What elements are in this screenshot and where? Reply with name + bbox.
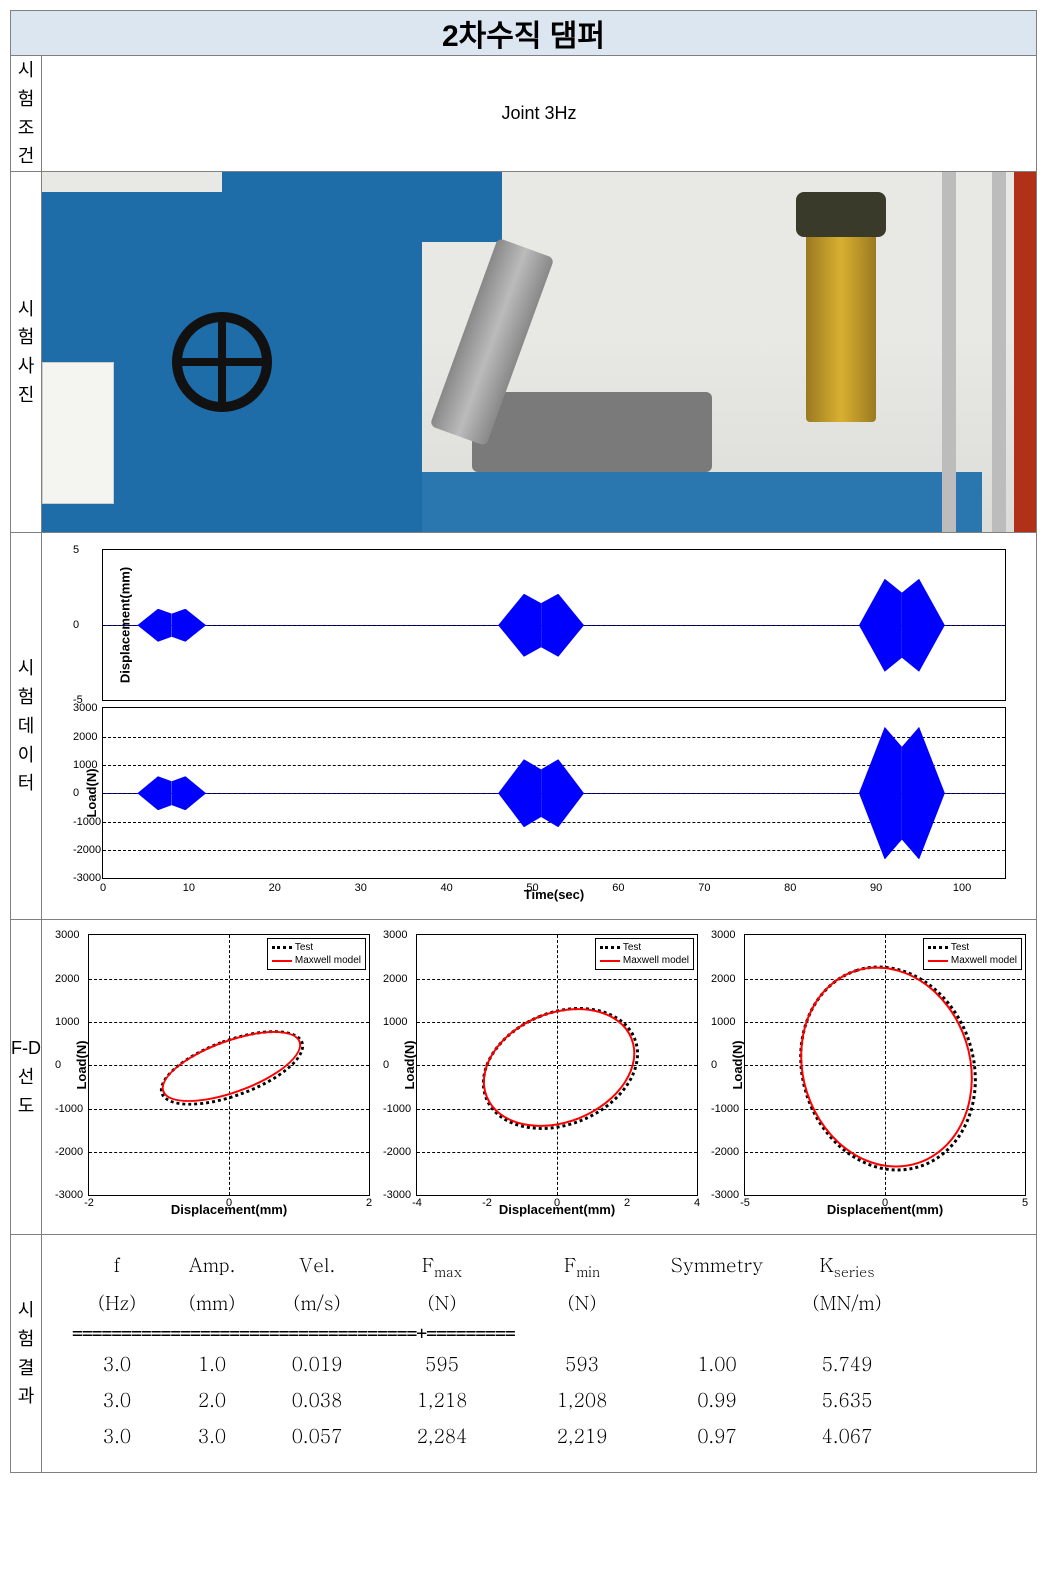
legend: TestMaxwell model [923,938,1022,970]
label-data-text: 시험 데이터 [18,658,35,793]
unit-f: (Hz) [72,1285,162,1321]
handwheel-icon [172,312,272,412]
signal-burst [902,727,945,860]
test-photo [42,172,1036,532]
actuator [806,222,876,422]
legend: TestMaxwell model [267,938,366,970]
fd-chart-3: -3000-2000-10000100020003000-505Load(N)D… [744,934,1026,1196]
result-header-1: f Amp. Vel. Fmax Fmin Symmetry Kseries [72,1247,1006,1284]
hdr-fmax: Fmax [372,1247,512,1284]
hdr-fmax-sym: F [422,1251,434,1278]
result-table: f Amp. Vel. Fmax Fmin Symmetry Kseries (… [42,1235,1036,1472]
label-fd: F-D 선도 [11,920,42,1235]
fd-ylabel: Load(N) [74,1041,89,1090]
hdr-sym: Symmetry [652,1247,782,1284]
fd-xlabel: Displacement(mm) [171,1202,287,1217]
unit-fmin: (N) [512,1285,652,1321]
base-plate [422,472,982,532]
label-photo-text: 시험 사진 [18,299,35,405]
result-cell: f Amp. Vel. Fmax Fmin Symmetry Kseries (… [42,1235,1037,1473]
signal-burst [172,776,206,810]
signal-burst [859,727,902,860]
legend: TestMaxwell model [595,938,694,970]
signal-burst [172,609,206,642]
fd-xlabel: Displacement(mm) [827,1202,943,1217]
fd-ylabel: Load(N) [730,1041,745,1090]
hdr-k: Kseries [782,1247,912,1284]
signal-burst [541,594,584,657]
timeseries-cell: Displacement(mm) -505 Load(N) Time(sec) … [42,533,1037,920]
guide-bar-2 [942,172,956,532]
fd-cell: -3000-2000-10000100020003000-202Load(N)D… [42,920,1037,1235]
signal-burst [137,609,171,642]
signal-burst [902,579,945,672]
fd-chart-2: -3000-2000-10000100020003000-4-2024Load(… [416,934,698,1196]
hdr-fmax-sub: max [434,1261,462,1281]
fd-xlabel: Displacement(mm) [499,1202,615,1217]
hdr-fmin: Fmin [512,1247,652,1284]
displacement-chart: Displacement(mm) -505 [102,549,1006,701]
hysteresis-model [465,986,653,1148]
label-result: 시험결과 [11,1235,42,1473]
timeseries-wrap: Displacement(mm) -505 Load(N) Time(sec) … [42,533,1036,919]
fd-plots-row: -3000-2000-10000100020003000-202Load(N)D… [42,920,1036,1234]
cabinet [42,362,114,504]
label-data: 시험 데이터 [11,533,42,920]
guide-bar-1 [992,172,1006,532]
fd-ylabel: Load(N) [402,1041,417,1090]
signal-burst [498,759,541,827]
signal-burst [137,776,171,810]
unit-amp: (mm) [162,1285,262,1321]
separator-line: ===================================+====… [72,1321,1006,1346]
machine-top [222,172,502,242]
result-rows: 3.01.00.0195955931.005.7493.02.00.0381,2… [72,1346,1006,1454]
hdr-k-sym: K [819,1251,833,1278]
load-chart: Load(N) Time(sec) -3000-2000-10000100020… [102,707,1006,879]
hysteresis-model [775,944,999,1190]
hdr-vel: Vel. [262,1247,372,1284]
label-condition: 시험조건 [11,56,42,172]
unit-k: (MN/m) [782,1285,912,1321]
red-frame [1014,172,1036,532]
label-photo: 시험 사진 [11,172,42,533]
hdr-k-sub: series [834,1261,875,1281]
result-header-2: (Hz) (mm) (m/s) (N) (N) (MN/m) [72,1285,1006,1321]
condition-value: Joint 3Hz [42,56,1037,172]
unit-vel: (m/s) [262,1285,372,1321]
fd-chart-1: -3000-2000-10000100020003000-202Load(N)D… [88,934,370,1196]
signal-burst [541,759,584,827]
hdr-f: f [72,1247,162,1284]
result-row: 3.03.00.0572,2842,2190.974.067 [72,1418,1006,1454]
title-cell: 2차수직 댐퍼 [11,11,1037,56]
signal-burst [859,579,902,672]
result-row: 3.01.00.0195955931.005.749 [72,1346,1006,1382]
hdr-fmin-sym: F [564,1251,576,1278]
hdr-amp: Amp. [162,1247,262,1284]
actuator-cap [796,192,886,237]
load-ylabel: Load(N) [84,769,99,818]
photo-cell [42,172,1037,533]
mount-block [472,392,712,472]
unit-sym [652,1285,782,1321]
damper-report-table: 2차수직 댐퍼 시험조건 Joint 3Hz 시험 사진 시험 데이 [10,10,1037,1473]
hdr-fmin-sub: min [576,1261,600,1281]
result-row: 3.02.00.0381,2181,2080.995.635 [72,1382,1006,1418]
unit-fmax: (N) [372,1285,512,1321]
signal-burst [498,594,541,657]
